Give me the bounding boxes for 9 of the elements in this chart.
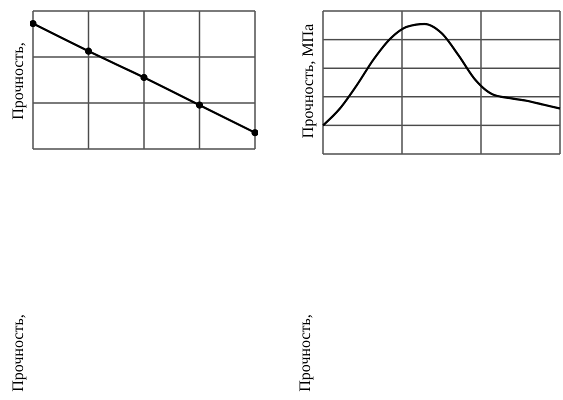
y-axis-title: Прочность, МПа [300, 23, 318, 138]
point [30, 20, 37, 28]
text: Прочность, [10, 314, 28, 392]
text: Прочность, [297, 314, 315, 392]
point [84, 48, 92, 55]
y-axis-title: Прочность, [10, 42, 28, 120]
point [196, 101, 204, 109]
point [140, 74, 148, 82]
point [251, 129, 258, 136]
